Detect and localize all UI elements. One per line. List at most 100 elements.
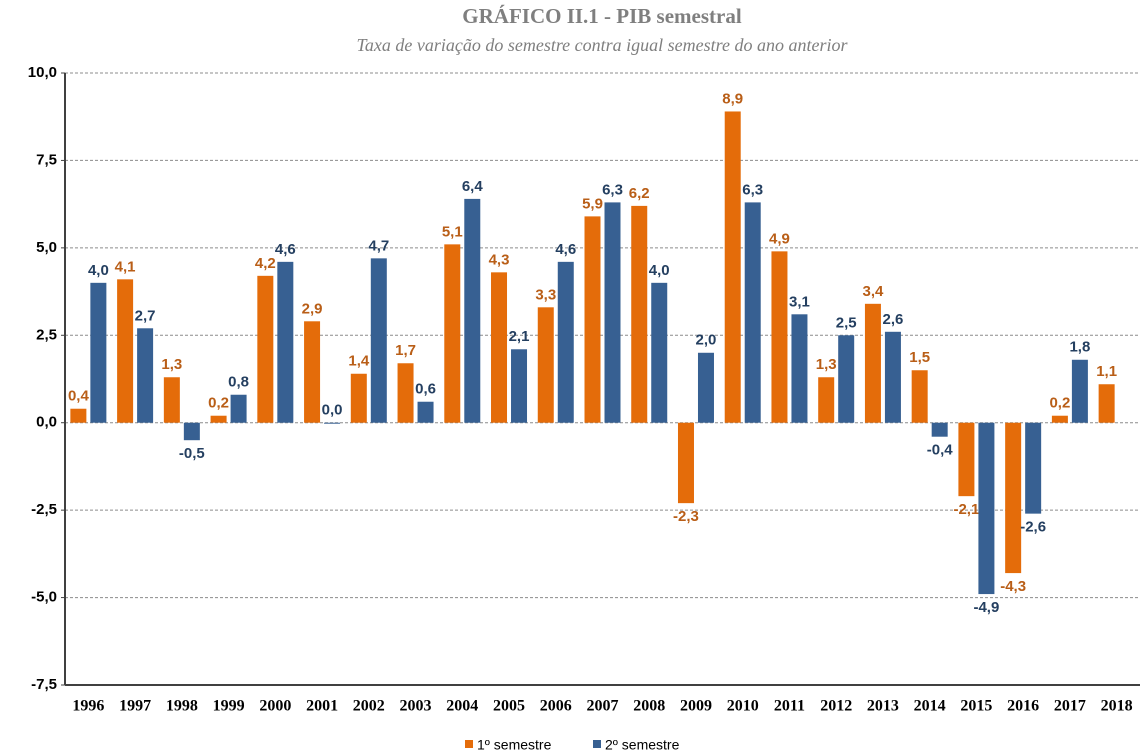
data-label: -2,3: [673, 508, 699, 525]
bar: [491, 272, 508, 423]
data-label: 6,3: [742, 181, 763, 198]
data-label: 1,3: [816, 356, 837, 373]
x-tick-label: 2002: [353, 698, 385, 715]
data-label: 0,8: [228, 374, 249, 391]
bar: [1071, 359, 1088, 423]
data-label: 0,2: [208, 395, 229, 412]
bar: [958, 422, 975, 497]
data-label: 2,6: [883, 311, 904, 328]
data-label: 4,9: [769, 230, 790, 247]
x-tick-label: 2008: [633, 698, 665, 715]
bar: [931, 422, 948, 437]
data-label: 0,4: [68, 388, 90, 405]
data-label: 4,3: [489, 251, 510, 268]
data-label: 2,7: [135, 307, 156, 324]
data-label: 3,4: [863, 283, 885, 300]
x-tick-label: 2010: [727, 698, 759, 715]
data-label: 4,6: [275, 241, 296, 258]
bar: [557, 261, 574, 423]
bar: [884, 331, 901, 423]
data-label: -0,5: [179, 445, 205, 462]
bar: [978, 422, 995, 595]
x-tick-label: 1999: [213, 698, 245, 715]
data-label: 3,3: [535, 286, 556, 303]
y-tick-label: -5,0: [31, 589, 57, 606]
x-tick-label: 2018: [1101, 698, 1133, 715]
bar: [163, 377, 180, 423]
y-tick-label: 2,5: [36, 326, 57, 343]
x-tick-label: 2007: [587, 698, 619, 715]
data-label: 0,0: [322, 402, 343, 419]
x-tick-label: 2003: [400, 698, 432, 715]
y-tick-label: -7,5: [31, 676, 57, 693]
bar: [584, 216, 601, 423]
bar: [911, 370, 928, 423]
bar: [277, 261, 294, 423]
x-tick-label: 2011: [774, 698, 805, 715]
data-label: 1,8: [1069, 339, 1090, 356]
legend-swatch: [593, 740, 601, 748]
bar: [137, 328, 154, 423]
bar: [651, 282, 668, 423]
data-label: 2,1: [509, 328, 530, 345]
bar: [838, 335, 855, 423]
bar: [350, 373, 367, 423]
data-label: 1,4: [348, 353, 370, 370]
bar: [511, 349, 528, 423]
y-tick-label: 5,0: [36, 239, 57, 256]
data-label: 4,0: [649, 262, 670, 279]
y-tick-label: 7,5: [36, 151, 57, 168]
bar: [1051, 415, 1068, 423]
x-tick-label: 2014: [914, 698, 946, 715]
y-tick-label: 10,0: [28, 64, 57, 81]
data-label: -0,4: [927, 442, 954, 459]
legend-label: 1º semestre: [477, 737, 552, 753]
bar: [257, 275, 274, 423]
bar: [90, 282, 107, 423]
bar: [1025, 422, 1042, 514]
chart-subtitle: Taxa de variação do semestre contra igua…: [357, 35, 849, 55]
y-tick-label: -2,5: [31, 501, 57, 518]
bar: [1005, 422, 1022, 574]
data-label: 2,5: [836, 314, 857, 331]
data-label: -2,1: [953, 501, 979, 518]
bar: [370, 258, 387, 423]
data-label: 5,1: [442, 223, 463, 240]
data-label: 2,9: [302, 300, 323, 317]
data-label: 4,0: [88, 262, 109, 279]
x-tick-label: 2015: [960, 698, 992, 715]
x-tick-label: 2016: [1007, 698, 1039, 715]
x-tick-label: 2005: [493, 698, 525, 715]
bar: [417, 401, 434, 423]
data-label: -2,6: [1020, 519, 1046, 536]
data-label: -4,9: [973, 599, 999, 616]
data-label: 6,3: [602, 181, 623, 198]
y-tick-label: 0,0: [36, 414, 57, 431]
bar: [117, 279, 134, 423]
data-label: 1,5: [909, 349, 930, 366]
chart-title: GRÁFICO II.1 - PIB semestral: [462, 4, 742, 28]
x-tick-label: 2000: [259, 698, 291, 715]
bar: [771, 251, 788, 423]
data-label: 5,9: [582, 195, 603, 212]
x-tick-label: 2004: [446, 698, 478, 715]
x-tick-label: 2013: [867, 698, 899, 715]
x-tick-label: 2017: [1054, 698, 1086, 715]
bar: [818, 377, 835, 423]
x-tick-label: 2012: [820, 698, 852, 715]
bar: [697, 352, 714, 423]
data-label: 4,2: [255, 255, 276, 272]
legend-label: 2º semestre: [605, 737, 680, 753]
x-tick-label: 2006: [540, 698, 572, 715]
data-label: 0,2: [1049, 395, 1070, 412]
bar: [304, 321, 321, 423]
bar: [791, 314, 808, 423]
data-label: 1,1: [1096, 363, 1117, 380]
bar: [537, 307, 554, 423]
data-label: 2,0: [696, 332, 717, 349]
bar: [444, 244, 461, 423]
bar: [210, 415, 227, 423]
data-label: -4,3: [1000, 578, 1026, 595]
data-label: 8,9: [722, 90, 743, 107]
bar: [677, 422, 694, 504]
